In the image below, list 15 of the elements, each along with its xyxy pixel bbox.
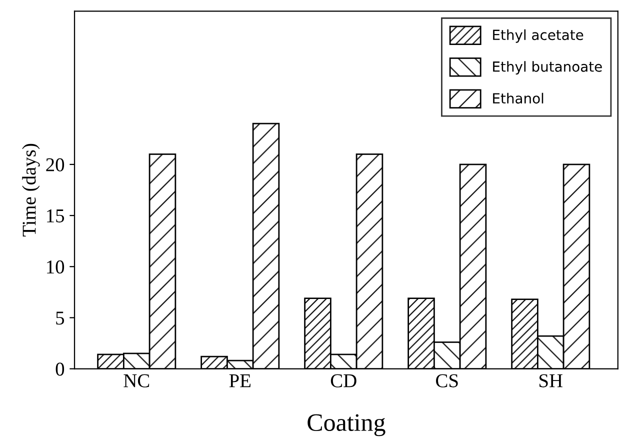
x-tick-label: NC: [124, 374, 150, 388]
x-axis-title: Coating: [308, 414, 386, 436]
legend-label: Ethyl butanoate: [493, 61, 602, 75]
y-axis-title: Time (days): [22, 144, 40, 237]
y-tick-label: 15: [47, 209, 64, 222]
x-tick-label: PE: [229, 374, 250, 388]
y-tick-label: 20: [46, 158, 64, 172]
legend-label: Ethyl acetate: [493, 29, 584, 43]
y-tick-label: 10: [47, 260, 64, 274]
x-tick-label: SH: [539, 374, 562, 388]
legend-label: Ethanol: [493, 92, 544, 104]
x-tick-label: CD: [330, 374, 356, 388]
y-tick-label: 5: [56, 312, 64, 325]
y-tick-label: 0: [56, 362, 64, 376]
x-tick-label: CS: [436, 374, 458, 388]
